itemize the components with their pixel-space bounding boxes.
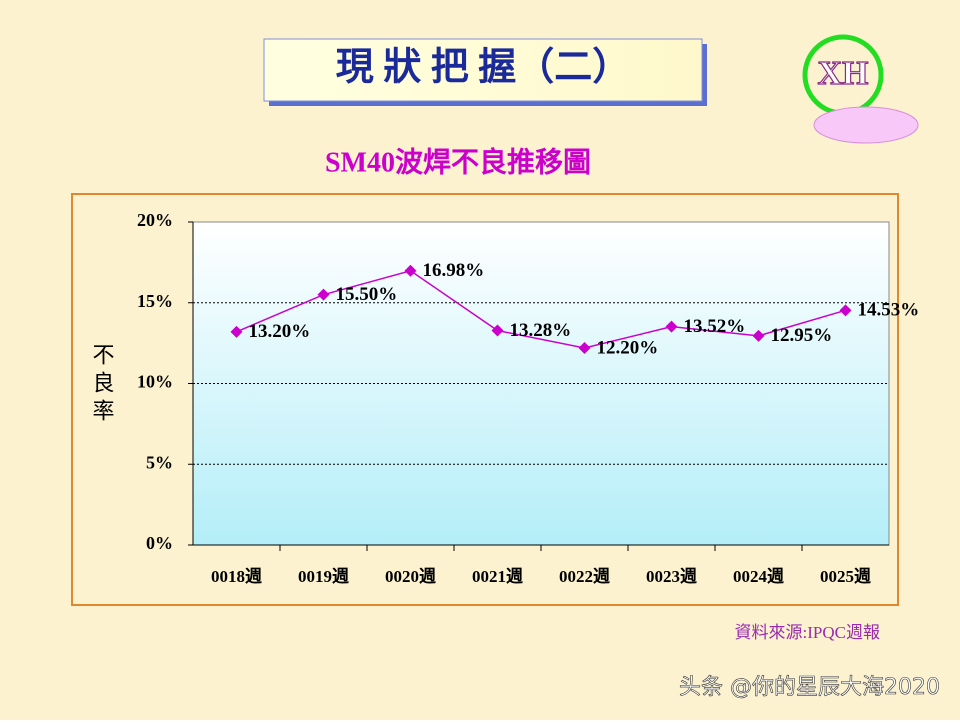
data-label: 12.20% bbox=[597, 337, 659, 358]
x-tick-label: 0023週 bbox=[646, 567, 697, 586]
data-point bbox=[578, 341, 591, 354]
chart-title: SM40波焊不良推移圖 bbox=[325, 145, 591, 178]
data-label: 16.98% bbox=[423, 260, 485, 281]
data-label: 12.95% bbox=[771, 325, 833, 346]
logo-text: XH bbox=[818, 55, 869, 92]
data-point bbox=[839, 304, 852, 317]
data-label: 15.50% bbox=[336, 284, 398, 305]
data-label: 13.52% bbox=[684, 316, 746, 337]
data-point bbox=[317, 288, 330, 301]
x-tick-label: 0018週 bbox=[211, 567, 262, 586]
y-axis-label: 不良率 bbox=[90, 343, 115, 427]
plot: 0% 5% 10% 15% 20% 0018週 0019週 0020週 0021週 0022週 00… bbox=[137, 210, 919, 586]
data-label: 13.28% bbox=[510, 320, 572, 341]
data-point bbox=[752, 329, 765, 342]
x-tick-label: 0025週 bbox=[820, 567, 871, 586]
watermark: 头条 @你的星辰大海2020 bbox=[679, 675, 940, 700]
data-label: 13.20% bbox=[249, 321, 311, 342]
x-tick-label: 0020週 bbox=[385, 567, 436, 586]
series-line bbox=[236, 269, 846, 349]
source-note: 資料來源:IPQC週報 bbox=[735, 623, 880, 642]
y-tick-label: 15% bbox=[137, 291, 173, 311]
x-tick-label: 0022週 bbox=[559, 567, 610, 586]
y-tick-label: 0% bbox=[146, 533, 173, 553]
x-tick-label: 0019週 bbox=[298, 567, 349, 586]
y-tick-label: 10% bbox=[137, 372, 173, 392]
data-point bbox=[230, 325, 243, 338]
x-tick-label: 0024週 bbox=[733, 567, 784, 586]
page-title: 現 狀 把 握（二） bbox=[336, 47, 631, 89]
data-point bbox=[491, 324, 504, 337]
title-box bbox=[263, 38, 703, 102]
y-tick-label: 5% bbox=[146, 452, 173, 472]
data-point bbox=[665, 320, 678, 333]
x-tick-label: 0021週 bbox=[472, 567, 523, 586]
data-point bbox=[404, 264, 417, 277]
chart-frame bbox=[71, 193, 899, 606]
logo-cloud bbox=[813, 106, 919, 144]
y-tick-label: 20% bbox=[137, 210, 173, 230]
data-label: 14.53% bbox=[858, 300, 920, 321]
